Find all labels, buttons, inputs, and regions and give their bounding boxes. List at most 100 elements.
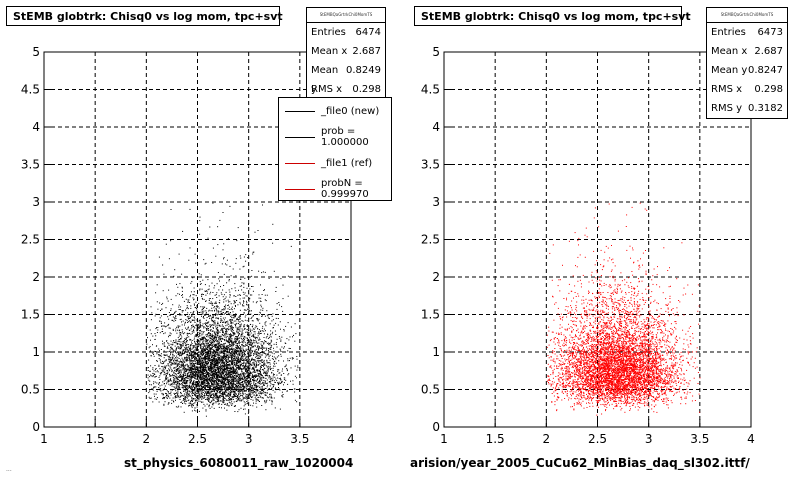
scatter-point [216, 386, 218, 388]
scatter-point [230, 398, 232, 400]
scatter-point [215, 328, 217, 330]
scatter-point [262, 347, 264, 349]
scatter-point [236, 330, 238, 332]
scatter-point [209, 396, 211, 398]
scatter-point [249, 343, 251, 345]
scatter-point [196, 329, 198, 331]
scatter-point [255, 369, 257, 371]
scatter-point [163, 357, 165, 359]
scatter-point [241, 340, 243, 342]
scatter-point [264, 340, 266, 342]
scatter-point [187, 349, 189, 351]
scatter-point [228, 379, 230, 381]
scatter-point [220, 395, 222, 397]
scatter-point [227, 373, 229, 375]
scatter-point [168, 380, 170, 382]
scatter-point [239, 384, 241, 386]
scatter-point [228, 368, 230, 370]
scatter-point [223, 402, 225, 404]
scatter-point [239, 399, 241, 401]
scatter-point [293, 388, 295, 390]
scatter-point [215, 326, 217, 328]
scatter-point [224, 355, 226, 357]
scatter-point [200, 359, 202, 361]
scatter-point [206, 382, 208, 384]
scatter-point [175, 357, 176, 359]
scatter-point [232, 377, 234, 378]
scatter-point [195, 336, 197, 338]
scatter-point [216, 381, 218, 383]
scatter-point [185, 348, 187, 350]
scatter-point [179, 387, 181, 389]
scatter-point [232, 384, 234, 386]
scatter-point [220, 315, 222, 317]
scatter-point [170, 298, 172, 300]
scatter-point [239, 327, 241, 329]
scatter-point [260, 312, 261, 314]
scatter-point [222, 378, 224, 379]
scatter-point [215, 338, 217, 340]
scatter-point [206, 353, 208, 355]
scatter-point [249, 394, 251, 396]
scatter-point [290, 245, 292, 247]
scatter-point [197, 350, 198, 351]
scatter-point [278, 387, 279, 388]
scatter-point [244, 328, 246, 330]
scatter-point [194, 342, 196, 344]
scatter-point [169, 315, 171, 316]
scatter-point [255, 375, 257, 377]
scatter-point [171, 389, 173, 391]
scatter-point [228, 345, 230, 347]
scatter-point [159, 350, 160, 352]
scatter-point [223, 400, 225, 402]
scatter-point [166, 390, 168, 392]
scatter-point [226, 353, 228, 355]
scatter-point [258, 355, 260, 357]
scatter-point [297, 367, 299, 369]
scatter-point [208, 397, 210, 399]
scatter-point [211, 330, 213, 332]
scatter-point [234, 287, 236, 289]
scatter-point [173, 377, 175, 379]
scatter-point [178, 360, 180, 362]
scatter-point [220, 320, 222, 322]
scatter-point [180, 402, 182, 403]
scatter-point [186, 386, 188, 388]
scatter-point [201, 337, 203, 339]
scatter-point [251, 391, 253, 393]
scatter-point [235, 371, 237, 372]
scatter-point [210, 369, 212, 371]
scatter-point [206, 390, 208, 392]
scatter-point [260, 356, 261, 358]
scatter-point [277, 324, 279, 326]
scatter-point [229, 393, 231, 395]
scatter-point [272, 367, 274, 369]
scatter-point [230, 316, 232, 317]
scatter-point [261, 315, 263, 317]
scatter-point [178, 355, 180, 357]
scatter-point [207, 397, 209, 398]
scatter-point [200, 401, 202, 403]
scatter-point [244, 297, 246, 299]
scatter-point [182, 344, 184, 346]
scatter-point [176, 342, 178, 344]
scatter-point [168, 370, 170, 372]
scatter-point [175, 362, 176, 364]
scatter-point [187, 347, 189, 349]
scatter-point [243, 389, 245, 391]
scatter-point [258, 318, 260, 320]
scatter-point [245, 365, 247, 367]
scatter-point [260, 284, 261, 286]
scatter-point [257, 375, 259, 377]
scatter-point [265, 321, 267, 323]
scatter-point [224, 307, 226, 309]
scatter-point [263, 361, 265, 363]
scatter-point [250, 332, 252, 334]
scatter-point [251, 364, 253, 366]
scatter-point [210, 329, 212, 331]
scatter-point [201, 362, 203, 364]
scatter-point [212, 292, 214, 293]
scatter-point [220, 372, 222, 374]
scatter-point [271, 387, 273, 389]
scatter-point [183, 353, 185, 354]
